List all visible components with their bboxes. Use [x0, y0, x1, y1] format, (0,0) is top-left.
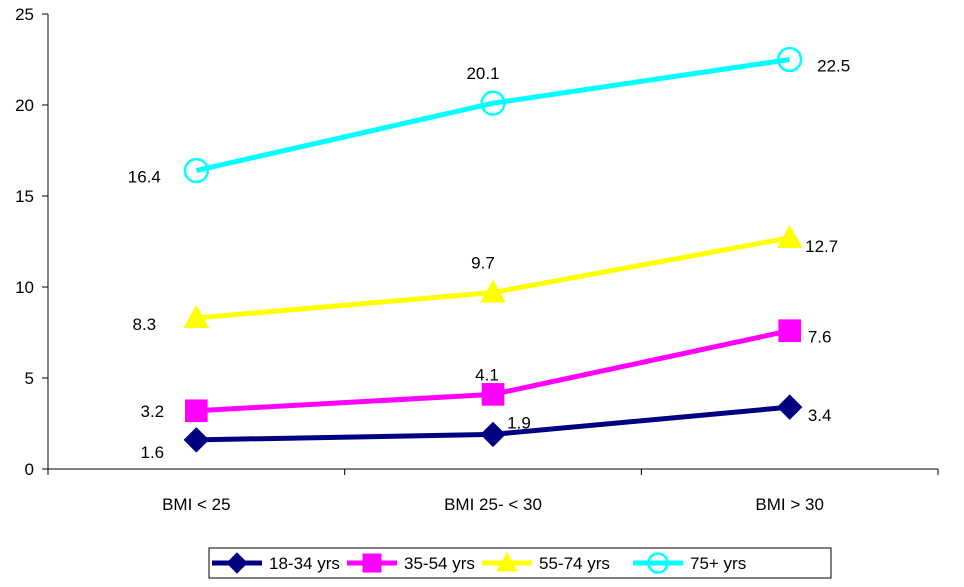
- series-35-54-yrs: [185, 319, 801, 423]
- data-label: 9.7: [471, 253, 495, 272]
- x-tick-label: BMI 25- < 30: [444, 495, 542, 514]
- series-75-yrs: [183, 46, 803, 184]
- data-label: 7.6: [808, 328, 832, 347]
- legend-swatch-marker: [647, 552, 669, 574]
- legend-label: 75+ yrs: [690, 554, 746, 573]
- data-label: 12.7: [805, 237, 838, 256]
- data-labels: 1.6 1.9 3.4 3.2 4.1 7.6 8.3 9.7 12.7 16.4 20.1 22.5: [128, 57, 850, 462]
- data-point-marker: [480, 279, 506, 303]
- data-point-marker: [481, 383, 505, 406]
- data-point-marker: [778, 319, 801, 342]
- data-label: 16.4: [128, 168, 161, 187]
- data-point-marker: [185, 399, 208, 423]
- y-tick-label: 0: [25, 460, 34, 479]
- x-tick-label: BMI < 25: [162, 495, 231, 514]
- data-label: 22.5: [817, 57, 850, 76]
- data-point-marker: [183, 427, 210, 453]
- legend-swatch-marker: [496, 551, 518, 572]
- y-tick-label: 25: [15, 5, 34, 24]
- y-tick-label: 20: [15, 96, 34, 115]
- series-layer: [183, 46, 803, 453]
- data-point-marker: [480, 90, 506, 116]
- data-label: 3.2: [141, 402, 165, 421]
- axes: 0 5 10 15 20 25 BMI < 25 BMI 25- < 30 BMI > 30: [15, 5, 939, 514]
- legend-swatch-marker: [362, 553, 382, 573]
- series-line: [195, 57, 791, 173]
- data-point-marker: [776, 394, 803, 420]
- data-point-marker: [480, 421, 506, 448]
- legend-swatch-marker: [226, 552, 248, 574]
- legend-label: 55-74 yrs: [539, 554, 610, 573]
- legend-label: 35-54 yrs: [404, 554, 475, 573]
- x-tick-label: BMI > 30: [755, 495, 824, 514]
- y-tick-label: 15: [15, 187, 34, 206]
- data-point-marker: [183, 157, 209, 184]
- series-18-34-yrs: [183, 394, 803, 453]
- y-tick-label: 5: [25, 369, 34, 388]
- legend-label: 18-34 yrs: [269, 554, 340, 573]
- data-point-marker: [777, 46, 803, 73]
- y-tick-label: 10: [15, 278, 34, 297]
- data-label: 20.1: [466, 64, 499, 83]
- data-label: 8.3: [133, 315, 157, 334]
- data-label: 1.6: [141, 443, 165, 462]
- data-point-marker: [776, 224, 803, 248]
- legend: 18-34 yrs 35-54 yrs 55-74 yrs 75+ yrs: [208, 547, 832, 579]
- data-label: 1.9: [507, 413, 531, 432]
- series-55-74-yrs: [183, 224, 803, 329]
- data-point-marker: [183, 304, 210, 329]
- data-label: 4.1: [475, 365, 499, 384]
- series-line: [196, 235, 791, 321]
- data-label: 3.4: [808, 406, 832, 425]
